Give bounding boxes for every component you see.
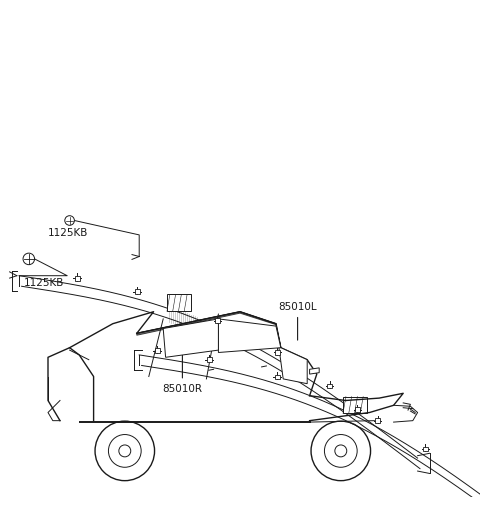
- Circle shape: [108, 435, 141, 467]
- Polygon shape: [276, 326, 307, 384]
- Polygon shape: [137, 312, 281, 348]
- Bar: [343, 397, 367, 413]
- Bar: [135, 289, 140, 294]
- Text: 1125KB: 1125KB: [48, 227, 88, 238]
- Bar: [75, 275, 80, 281]
- Text: 85010L: 85010L: [278, 302, 317, 340]
- Bar: [355, 407, 360, 412]
- Polygon shape: [310, 368, 319, 374]
- Circle shape: [119, 445, 131, 457]
- Circle shape: [335, 445, 347, 457]
- Bar: [215, 319, 220, 323]
- Bar: [375, 418, 380, 423]
- Bar: [327, 384, 332, 388]
- Polygon shape: [218, 319, 281, 352]
- Bar: [423, 447, 428, 451]
- Circle shape: [23, 253, 35, 265]
- Circle shape: [95, 421, 155, 481]
- Text: 85010R: 85010R: [162, 341, 203, 393]
- Bar: [275, 350, 280, 355]
- Circle shape: [65, 215, 74, 225]
- Bar: [275, 374, 280, 379]
- Bar: [167, 294, 191, 311]
- Bar: [155, 348, 160, 353]
- Circle shape: [324, 435, 357, 467]
- Polygon shape: [163, 319, 218, 357]
- Circle shape: [311, 421, 371, 481]
- Text: 1125KB: 1125KB: [24, 278, 64, 288]
- Bar: [207, 357, 212, 362]
